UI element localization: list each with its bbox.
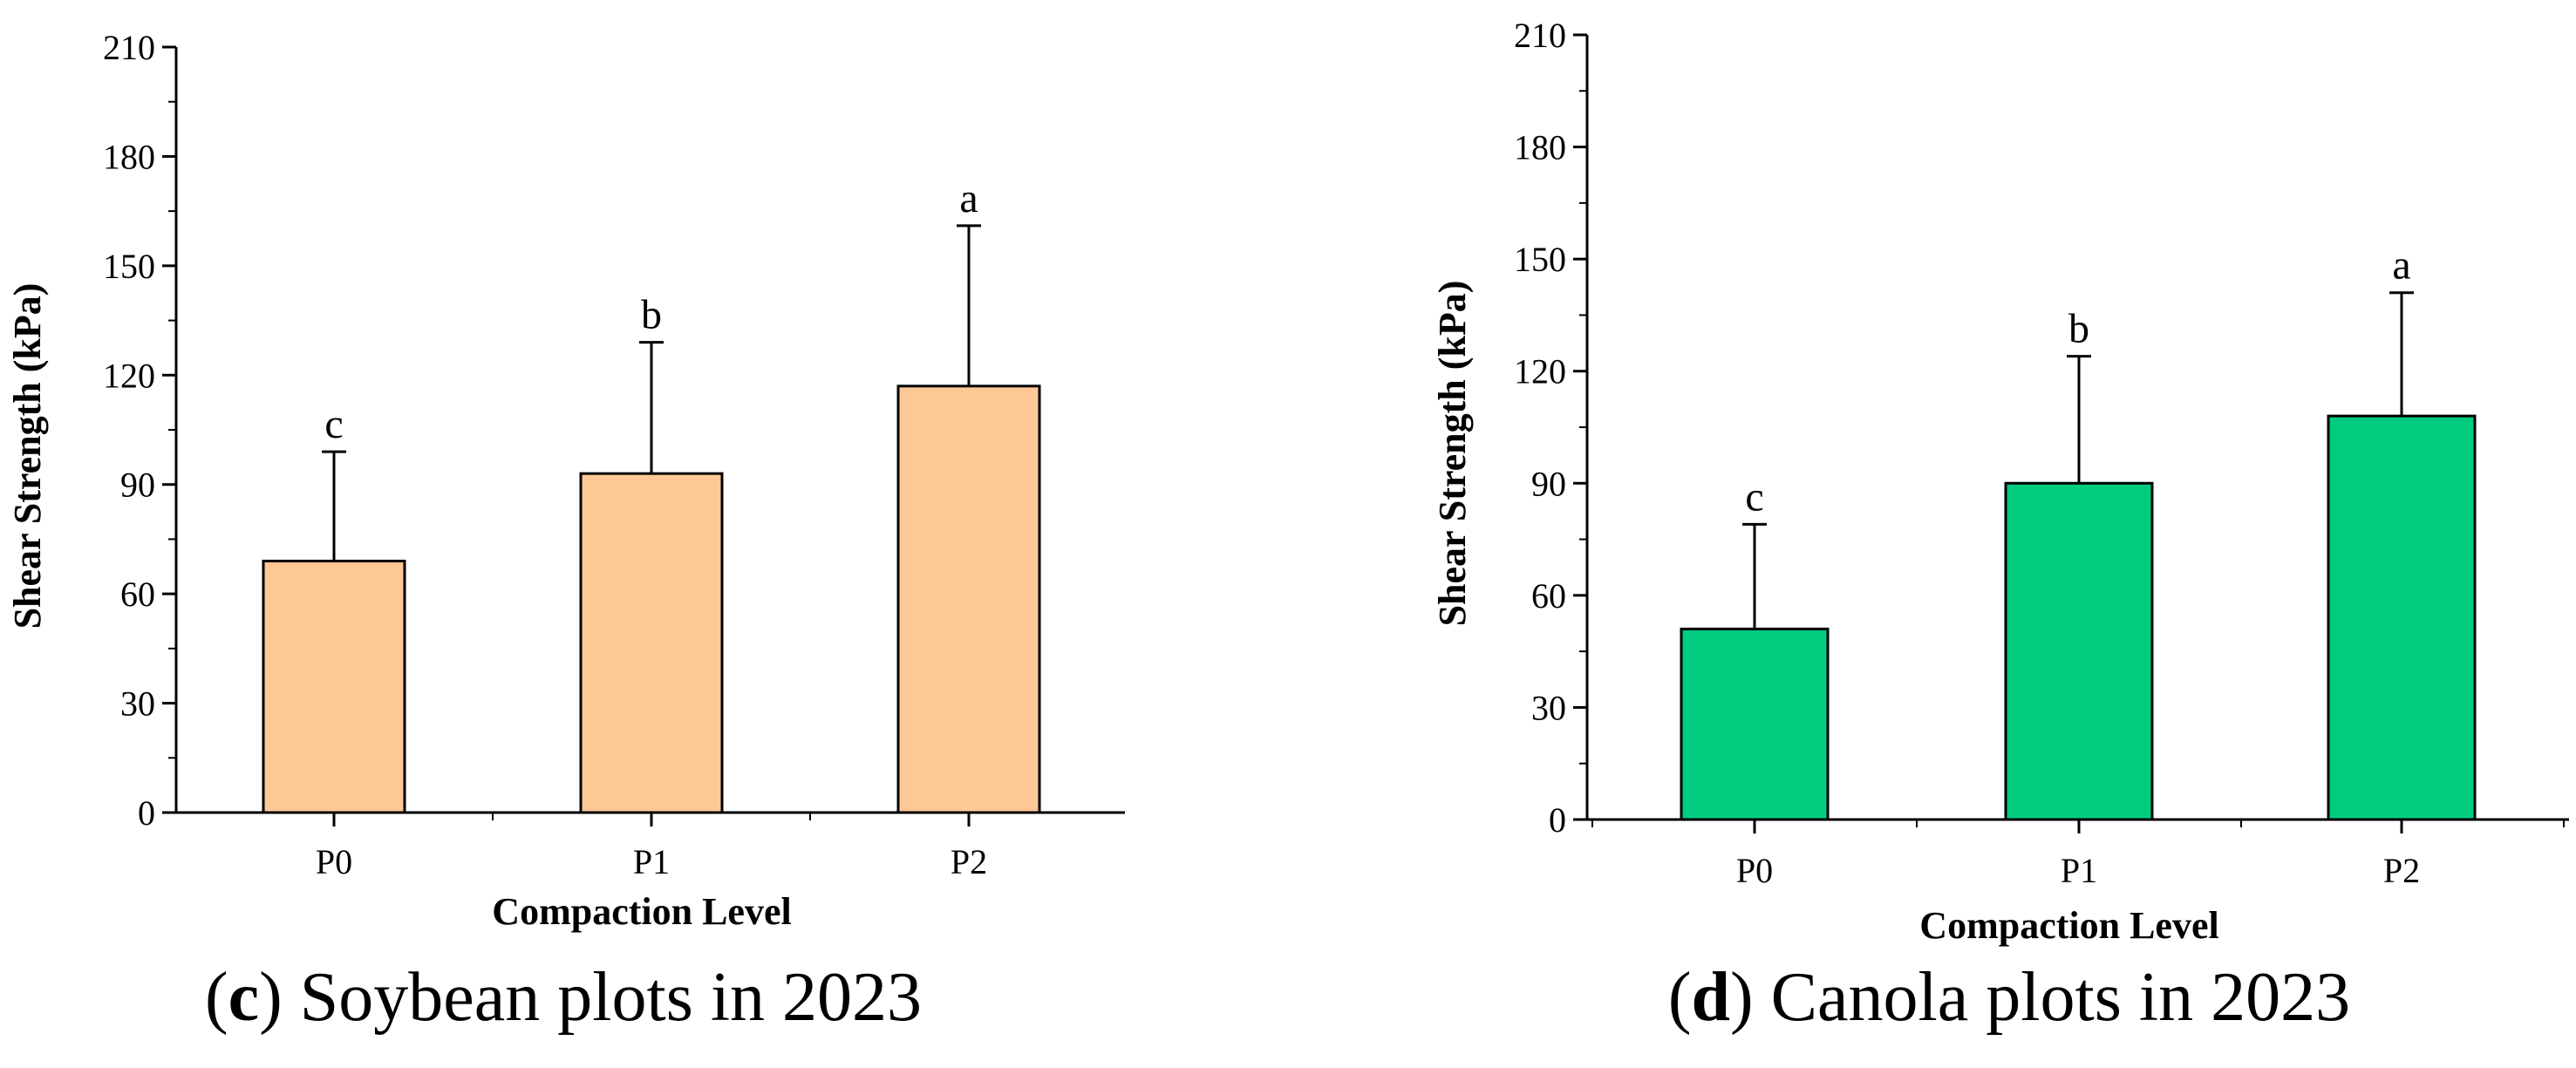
y-tick-label: 60 [120,575,155,614]
x-tick-label: P0 [1736,851,1773,890]
significance-letter: b [2068,306,2089,352]
x-tick-label: P0 [316,842,352,881]
y-tick-label: 60 [1531,576,1566,616]
chart-panel-soybean: 0 30 60 90 120 150 180 210 c P0 b P1 a P2 Compaction L… [6,28,1125,1036]
significance-letter: b [641,292,662,338]
panel-caption: (c) Soybean plots in 2023 [205,959,922,1036]
y-tick-label: 210 [1514,16,1566,55]
y-tick-label: 30 [120,684,155,724]
y-tick-label: 0 [138,793,155,833]
x-tick-label: P1 [2061,851,2097,890]
bar-p0 [262,560,406,814]
y-tick-label: 210 [103,28,155,67]
y-tick-label: 120 [103,356,155,395]
caption-tag: c [228,959,260,1036]
panel-caption: (d) Canola plots in 2023 [1668,959,2350,1036]
significance-letter: a [959,175,978,221]
x-tick-label: P1 [633,842,670,881]
y-tick-label: 150 [1514,240,1566,279]
x-axis-title: Compaction Level [492,890,791,933]
y-tick-label: 150 [103,247,155,286]
caption-text: Soybean plots in 2023 [283,959,922,1036]
caption-text: Canola plots in 2023 [1754,959,2350,1036]
y-tick-label: 0 [1549,800,1566,840]
y-tick-label: 180 [103,137,155,176]
significance-letter: c [1745,473,1763,520]
y-tick-label: 90 [120,466,155,505]
bar-p0 [1680,627,1830,821]
y-tick-label: 90 [1531,464,1566,503]
x-tick-label: P2 [951,842,987,881]
y-axis-title: Shear Strength (kPa) [1431,281,1474,627]
x-tick-label: P2 [2383,851,2420,890]
significance-letter: c [324,401,343,447]
caption-tag: d [1692,959,1731,1036]
y-tick-label: 30 [1531,688,1566,727]
bar-p2 [896,384,1041,814]
bar-p1 [2004,481,2154,821]
bar-p2 [2327,414,2477,821]
y-axis-title: Shear Strength (kPa) [6,283,49,629]
bar-p1 [579,472,724,814]
y-tick-label: 120 [1514,352,1566,391]
x-axis-title: Compaction Level [1919,904,2218,947]
significance-letter: a [2392,242,2410,289]
y-tick-label: 180 [1514,128,1566,167]
chart-panel-canola: 0 30 60 90 120 150 180 210 c P0 b P1 a P2 Compaction L… [1431,16,2569,1036]
